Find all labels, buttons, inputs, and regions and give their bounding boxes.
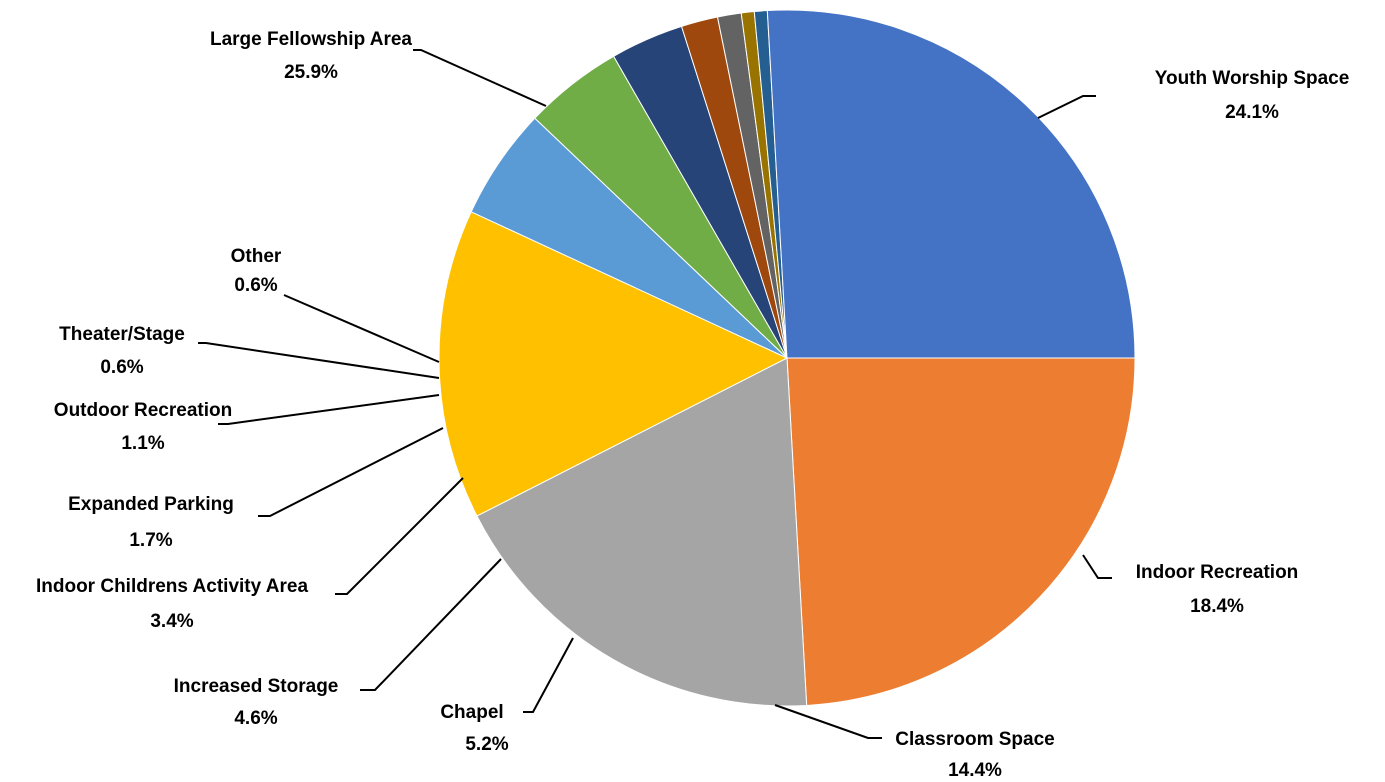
- slice-label-chapel: Chapel: [440, 702, 503, 723]
- slice-label-expanded-parking: Expanded Parking: [68, 494, 234, 515]
- pie-slices: [438, 9, 1136, 707]
- slice-percent-theater-stage: 0.6%: [100, 357, 143, 378]
- slice-label-other: Other: [231, 246, 282, 267]
- slice-percent-indoor-recreation: 18.4%: [1190, 596, 1244, 617]
- slice-label-increased-storage: Increased Storage: [174, 676, 339, 697]
- slice-percent-indoor-childrens-activity-area: 3.4%: [150, 611, 193, 632]
- pie-slice-youth-worship-space: [786, 357, 1136, 706]
- slice-percent-large-fellowship-area: 25.9%: [284, 62, 338, 83]
- leader-line-youth-worship-space: [1037, 95, 1096, 119]
- leader-line-indoor-childrens-activity-area: [335, 477, 464, 595]
- slice-percent-increased-storage: 4.6%: [234, 708, 277, 729]
- slice-label-theater-stage: Theater/Stage: [59, 324, 185, 345]
- slice-label-indoor-recreation: Indoor Recreation: [1136, 562, 1299, 583]
- leader-line-theater-stage: [198, 342, 440, 379]
- slice-percent-classroom-space: 14.4%: [948, 760, 1002, 781]
- slice-percent-outdoor-recreation: 1.1%: [121, 433, 164, 454]
- slice-percent-youth-worship-space: 24.1%: [1225, 102, 1279, 123]
- leader-line-classroom-space: [774, 704, 882, 739]
- pie-slice-classroom-space: [438, 211, 789, 517]
- pie-slice-indoor-recreation: [476, 357, 808, 707]
- slice-percent-chapel: 5.2%: [465, 734, 508, 755]
- slice-label-large-fellowship-area: Large Fellowship Area: [210, 29, 412, 50]
- leader-line-outdoor-recreation: [218, 394, 440, 425]
- leader-line-indoor-recreation: [1082, 554, 1112, 579]
- slice-label-classroom-space: Classroom Space: [895, 729, 1054, 750]
- leader-line-large-fellowship-area: [413, 49, 547, 107]
- leader-line-expanded-parking: [258, 427, 444, 517]
- leader-line-chapel: [523, 637, 574, 713]
- pie-slice-large-fellowship-area: [766, 9, 1136, 359]
- slice-label-outdoor-recreation: Outdoor Recreation: [54, 400, 232, 421]
- slice-label-indoor-childrens-activity-area: Indoor Childrens Activity Area: [36, 576, 308, 597]
- pie-labels: Youth Worship Space 24.1% Indoor Recreatio…: [36, 29, 1349, 781]
- leader-line-increased-storage: [360, 558, 502, 691]
- slice-percent-expanded-parking: 1.7%: [129, 530, 172, 551]
- slice-percent-other: 0.6%: [234, 275, 277, 296]
- slice-label-youth-worship-space: Youth Worship Space: [1155, 68, 1350, 89]
- leader-line-other: [283, 294, 440, 363]
